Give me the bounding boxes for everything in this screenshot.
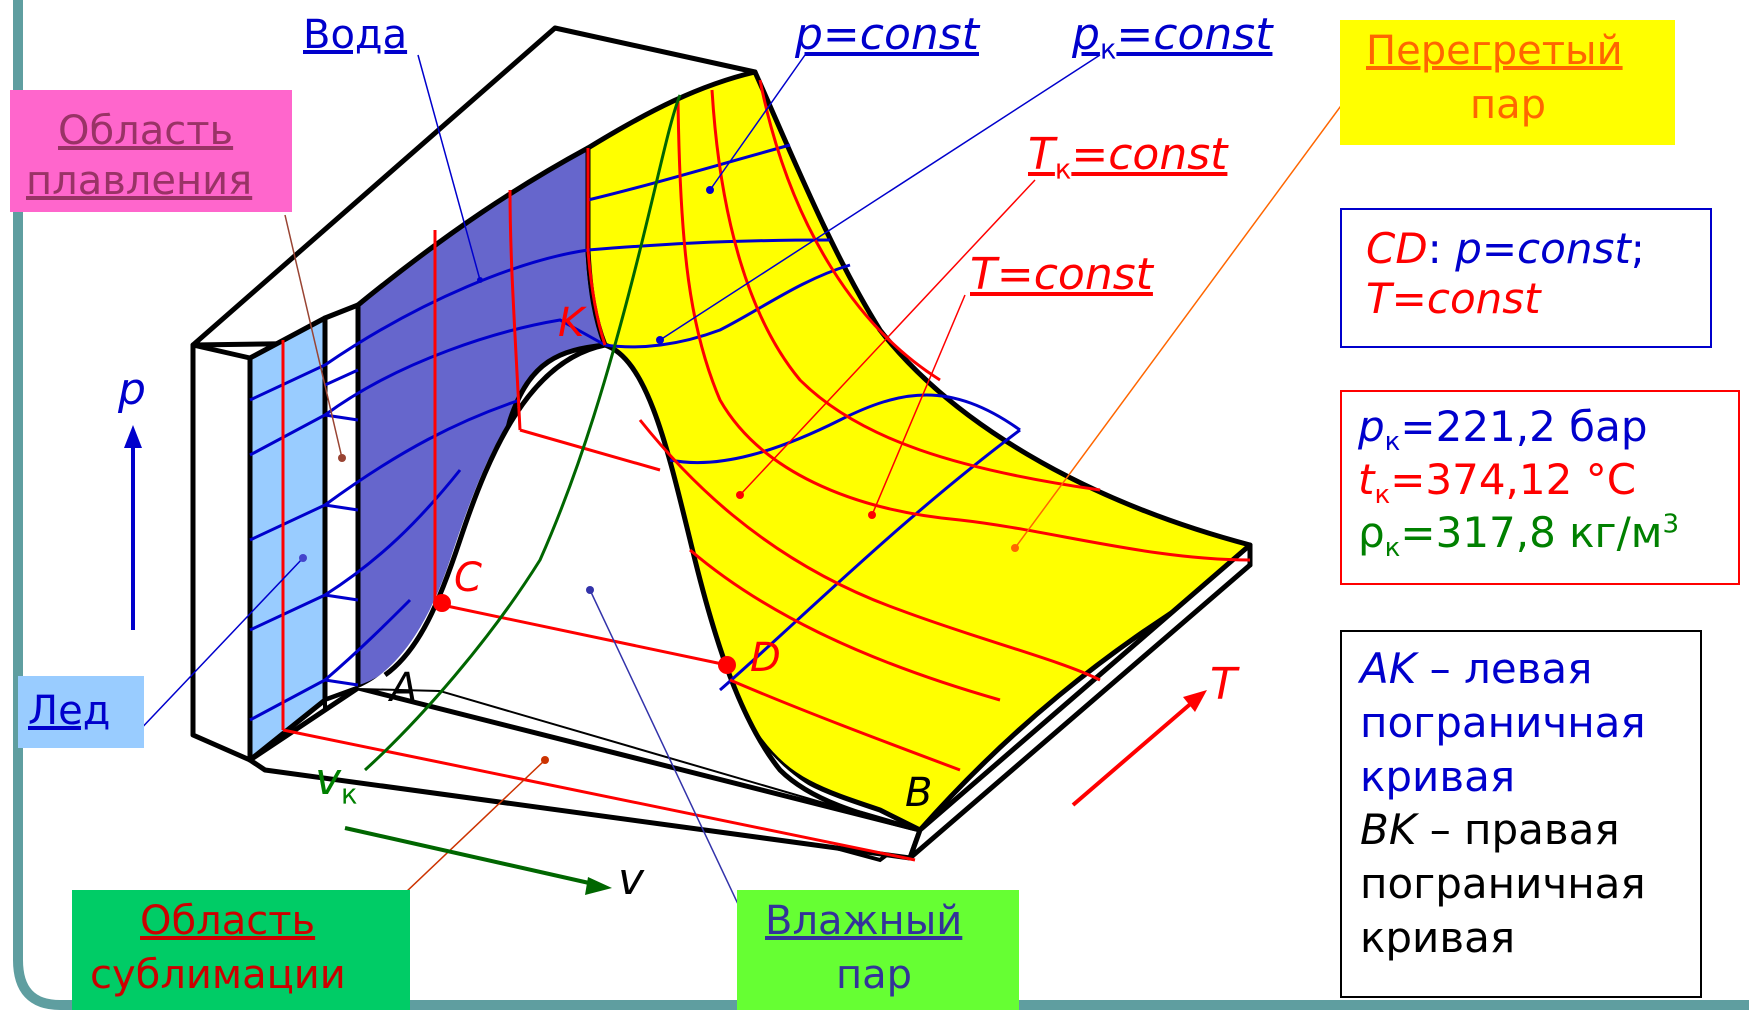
axis-v-label: v — [618, 854, 645, 905]
axis-v-arrow — [344, 826, 612, 895]
cd-colon: : — [1427, 224, 1456, 273]
critical-isotherm-rest: =const — [1071, 129, 1228, 180]
ak-line-3: кривая — [1360, 751, 1516, 801]
base-slab-right — [907, 542, 1253, 861]
critical-pressure: pк=221,2 бар — [1358, 402, 1738, 458]
axis-t-arrow — [1071, 690, 1207, 807]
critical-temperature-subscript: к — [1374, 479, 1391, 510]
bk-line-2: пограничная — [1360, 859, 1646, 908]
superheated-label-2: пар — [1470, 82, 1547, 128]
critical-density-superscript: 3 — [1662, 509, 1680, 540]
critical-isotherm-label: Tк=const — [1028, 129, 1228, 186]
point-b-label: B — [905, 770, 933, 816]
cd-semicolon: ; — [1630, 224, 1645, 273]
axis-p-label: p — [118, 364, 146, 415]
critical-density-subscript: к — [1384, 532, 1401, 563]
critical-temperature-value: =374,12 °С — [1390, 454, 1637, 504]
sublimation-box — [72, 890, 410, 1010]
sublimation-label-2: сублимации — [90, 952, 346, 998]
cd-symbol: CD — [1366, 224, 1428, 273]
bk-line-1: BK – правая — [1360, 803, 1700, 857]
ice-label: Лед — [28, 688, 111, 734]
bk-line-3: кривая — [1360, 912, 1516, 962]
isotherm-label: T=const — [970, 249, 1153, 300]
cd-line-2: T=const — [1366, 274, 1541, 324]
critical-pressure-value: =221,2 бар — [1400, 402, 1648, 451]
point-d-label: D — [750, 635, 781, 681]
critical-temperature-symbol: t — [1358, 454, 1375, 504]
isobars-ice — [324, 413, 359, 687]
critical-isobar-symbol: p — [1072, 9, 1100, 60]
sublimation-label-1: Область — [140, 898, 316, 944]
isotherms-water — [281, 148, 607, 730]
point-d-dot — [718, 656, 736, 674]
left-boundary-curve — [383, 342, 606, 678]
wet-steam-label-2: пар — [836, 952, 913, 998]
critical-pressure-subscript: к — [1384, 427, 1401, 458]
slide-frame — [13, 0, 1749, 1010]
point-c-label: C — [454, 555, 482, 601]
critical-density-symbol: ρ — [1358, 507, 1385, 557]
cd-line-1: CD: p=const; — [1366, 224, 1710, 274]
critical-params-box: pк=221,2 бар tк=374,12 °С ρк=317,8 кг/м3 — [1340, 390, 1740, 585]
critical-density-value: =317,8 кг/м — [1400, 507, 1663, 557]
melting-label-2: плавления — [26, 158, 253, 204]
isobar-label: p=const — [795, 9, 979, 60]
critical-volume-symbol: v — [315, 754, 342, 805]
critical-isobar-subscript: к — [1099, 34, 1117, 66]
ak-line-2: пограничная — [1360, 697, 1646, 747]
water-label: Вода — [303, 12, 408, 58]
wet-steam-box — [737, 890, 1019, 1010]
dome-isotherms — [282, 428, 916, 862]
axis-p-arrow — [124, 425, 142, 630]
wet-steam-dome — [358, 345, 920, 830]
superheated-label-1: Перегретый — [1366, 28, 1623, 74]
ice-box — [18, 676, 144, 748]
critical-isochore — [363, 94, 682, 772]
cd-isobar: p=const — [1455, 224, 1631, 273]
cd-info-box: CD: p=const; T=const — [1340, 208, 1712, 348]
bk-symbol: BK — [1360, 805, 1417, 855]
melting-region-box — [10, 90, 292, 212]
axis-t-label: T — [1210, 659, 1237, 710]
critical-temperature: tк=374,12 °С — [1358, 454, 1738, 510]
ak-symbol: AK — [1360, 644, 1417, 693]
isotherms-steam — [638, 79, 1251, 772]
ice-surface — [247, 315, 328, 763]
critical-isobar-label: pк=const — [1072, 9, 1273, 66]
superheated-box — [1340, 20, 1675, 145]
block-front-face — [190, 342, 253, 763]
critical-pressure-symbol: p — [1358, 402, 1385, 451]
point-a-label: A — [390, 665, 418, 711]
point-c-dot — [433, 594, 451, 612]
boundary-curves-box: AK – левая пограничная кривая BK – права… — [1340, 630, 1702, 998]
critical-isotherm-symbol: T — [1028, 129, 1055, 180]
wet-steam-label-1: Влажный — [765, 898, 963, 944]
critical-volume-label: vк — [315, 754, 358, 811]
ak-text-1: – левая — [1416, 644, 1593, 693]
critical-isotherm-subscript: к — [1054, 154, 1072, 186]
ak-line-1: AK – левая — [1360, 642, 1700, 696]
critical-isobar-rest: =const — [1116, 9, 1273, 60]
critical-volume-subscript: к — [341, 779, 358, 811]
critical-density: ρк=317,8 кг/м3 — [1358, 507, 1738, 563]
right-boundary-curve — [604, 342, 921, 833]
isobars-water — [249, 248, 606, 722]
melting-label-1: Область — [58, 108, 234, 154]
bk-text-1: – правая — [1416, 805, 1620, 855]
point-k-label: K — [558, 300, 585, 346]
leader-lines — [134, 54, 1361, 956]
